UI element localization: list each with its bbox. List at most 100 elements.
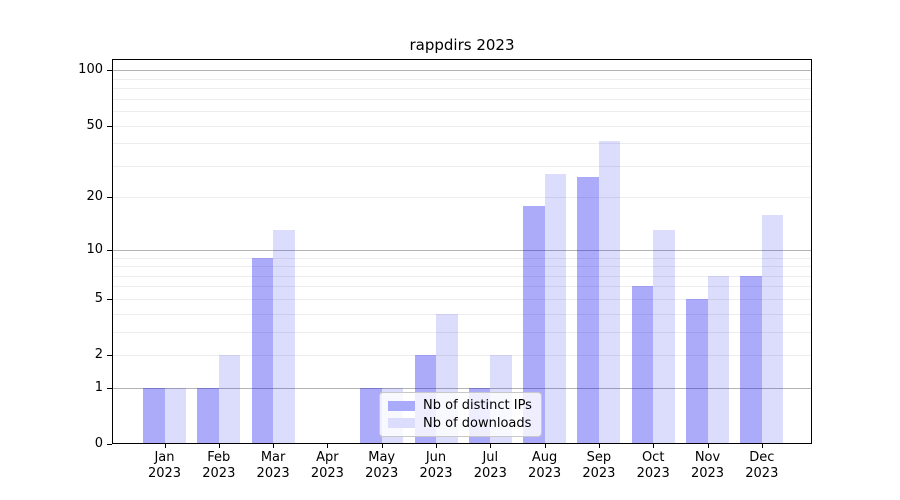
x-tick-label-year: 2023	[528, 466, 562, 481]
bar-downloads-dec	[761, 214, 784, 444]
y-tick-label-10: 10	[86, 241, 103, 257]
legend-label-distinct-ips: Nb of distinct IPs	[423, 398, 532, 414]
x-tick-label-aug: Aug 2023	[518, 450, 572, 482]
legend: Nb of distinct IPs Nb of downloads	[379, 392, 542, 437]
y-tick-2	[107, 355, 112, 357]
bar-distinct-ips-jan	[143, 387, 165, 444]
gridline-y-5	[112, 298, 812, 300]
gridline-y-40	[112, 143, 812, 145]
x-tick-label-month: Oct	[641, 450, 665, 465]
x-tick-label-month: Nov	[694, 450, 721, 465]
x-tick-nov	[707, 444, 709, 448]
bar-distinct-ips-feb	[197, 387, 219, 444]
x-tick-label-month: Sep	[586, 450, 612, 465]
y-tick-50	[107, 125, 112, 127]
plot-area: Nb of distinct IPs Nb of downloads	[112, 59, 812, 444]
y-tick-label-0: 0	[94, 436, 103, 451]
gridline-y-80	[112, 88, 812, 90]
x-tick-label-year: 2023	[310, 466, 344, 481]
legend-swatch-downloads	[388, 418, 415, 429]
chart-title: rappdirs 2023	[409, 36, 515, 54]
bar-downloads-feb	[218, 355, 241, 444]
x-tick-mar	[273, 444, 275, 448]
x-tick-sep	[598, 444, 600, 448]
gridline-y-7	[112, 275, 812, 277]
gridline-y-9	[112, 257, 812, 259]
gridline-y-major-10	[112, 249, 812, 251]
legend-item-downloads: Nb of downloads	[388, 416, 533, 431]
legend-swatch-distinct-ips	[388, 400, 415, 411]
bar-distinct-ips-aug	[523, 205, 545, 444]
bar-downloads-oct	[653, 230, 675, 444]
bar-downloads-jan	[164, 387, 186, 444]
x-tick-label-may: May 2023	[355, 450, 409, 482]
x-tick-apr	[327, 444, 329, 448]
gridline-y-20	[112, 197, 812, 199]
x-tick-label-year: 2023	[582, 466, 616, 481]
x-tick-label-jul: Jul 2023	[463, 450, 517, 482]
x-tick-jan	[164, 444, 166, 448]
y-tick-label-100: 100	[78, 62, 103, 78]
legend-item-distinct-ips: Nb of distinct IPs	[388, 398, 533, 413]
x-tick-label-mar: Mar 2023	[246, 450, 300, 482]
x-tick-jul	[490, 444, 492, 448]
x-tick-label-year: 2023	[690, 466, 725, 481]
x-tick-label-year: 2023	[419, 466, 453, 481]
y-tick-1	[107, 387, 112, 389]
y-tick-label-50: 50	[86, 117, 103, 133]
x-tick-label-oct: Oct 2023	[626, 450, 680, 482]
bar-distinct-ips-sep	[577, 177, 599, 444]
bar-downloads-mar	[273, 230, 295, 444]
gridline-y-4	[112, 313, 812, 315]
x-tick-label-month: May	[368, 450, 396, 465]
gridline-y-6	[112, 286, 812, 288]
y-tick-0	[107, 444, 112, 445]
bar-distinct-ips-may	[360, 387, 382, 444]
x-tick-label-month: Jul	[482, 450, 499, 465]
x-tick-dec	[761, 444, 763, 448]
bar-distinct-ips-oct	[631, 286, 654, 444]
x-tick-may	[381, 444, 383, 448]
y-tick-label-20: 20	[86, 189, 103, 205]
x-tick-label-jan: Jan 2023	[138, 450, 192, 482]
x-tick-aug	[544, 444, 546, 448]
gridline-y-70	[112, 98, 812, 100]
x-tick-label-year: 2023	[147, 466, 182, 481]
bar-downloads-nov	[707, 275, 729, 444]
x-tick-label-month: Mar	[260, 450, 286, 465]
x-tick-jun	[436, 444, 437, 448]
gridline-y-90	[112, 78, 812, 80]
x-tick-label-month: Dec	[749, 450, 775, 465]
bar-downloads-aug	[544, 174, 567, 444]
bar-distinct-ips-mar	[251, 257, 274, 444]
x-tick-label-dec: Dec 2023	[735, 450, 789, 482]
gridline-y-50	[112, 125, 812, 127]
legend-label-downloads: Nb of downloads	[423, 415, 532, 431]
gridline-y-major-1	[112, 387, 812, 389]
gridline-y-2	[112, 355, 812, 357]
x-tick-label-year: 2023	[745, 466, 779, 481]
x-tick-label-month: Jan	[154, 450, 175, 465]
x-tick-label-year: 2023	[473, 466, 507, 481]
x-tick-label-apr: Apr 2023	[300, 450, 354, 482]
x-tick-label-year: 2023	[365, 466, 399, 481]
gridline-y-60	[112, 111, 812, 113]
gridline-y-major-100	[112, 70, 812, 72]
y-tick-20	[107, 197, 112, 199]
x-tick-label-month: Aug	[531, 450, 558, 465]
x-tick-label-year: 2023	[256, 466, 290, 481]
x-tick-label-jun: Jun 2023	[409, 450, 463, 482]
x-tick-feb	[218, 444, 220, 448]
x-tick-label-sep: Sep 2023	[572, 450, 626, 482]
y-tick-100	[107, 70, 112, 72]
bar-distinct-ips-dec	[740, 275, 762, 444]
y-tick-label-5: 5	[94, 290, 103, 306]
x-tick-oct	[653, 444, 655, 448]
x-tick-label-feb: Feb 2023	[192, 450, 246, 482]
gridline-y-3	[112, 331, 812, 333]
x-tick-label-year: 2023	[202, 466, 236, 481]
x-tick-label-nov: Nov 2023	[681, 450, 735, 482]
x-tick-label-year: 2023	[636, 466, 670, 481]
gridline-y-30	[112, 165, 812, 167]
